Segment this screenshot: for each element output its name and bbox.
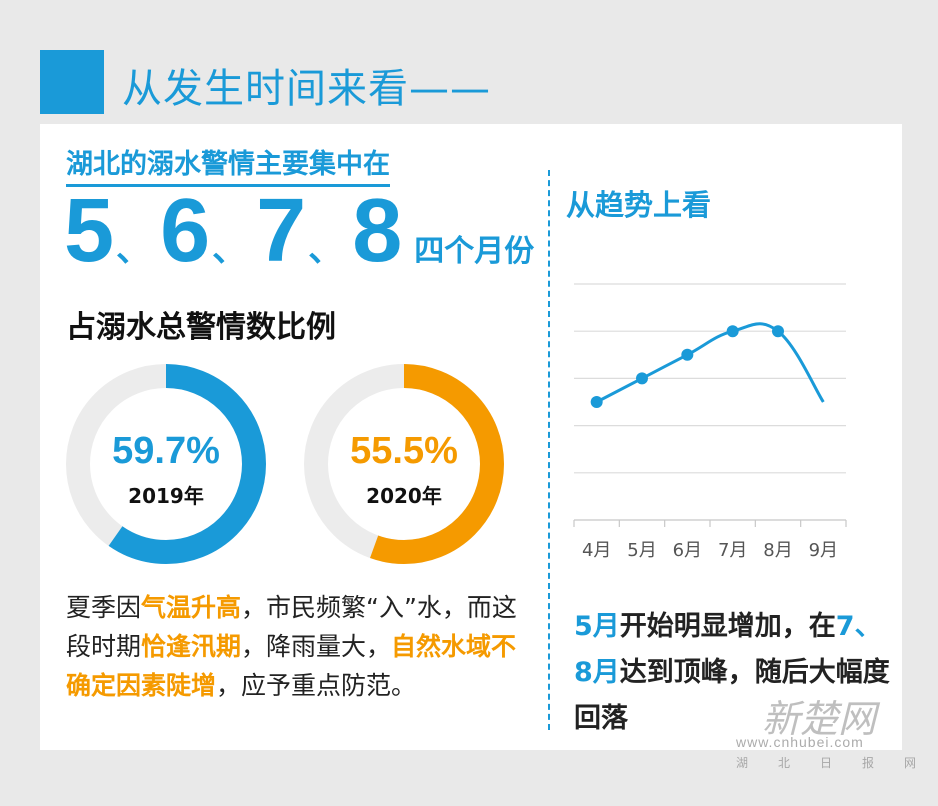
- trend-title: 从趋势上看: [566, 188, 712, 222]
- summary-highlight: 5月: [574, 611, 620, 642]
- donut-year: 2019年: [128, 484, 204, 508]
- desc-part: ，应予重点防范。: [216, 671, 417, 700]
- donut-2019: 59.7% 2019年: [64, 362, 268, 566]
- donut-2020: 55.5% 2020年: [302, 362, 506, 566]
- watermark-char: 湖: [736, 756, 749, 770]
- desc-part: 夏季因: [66, 593, 142, 622]
- ratio-title: 占溺水总警情数比例: [66, 310, 336, 345]
- data-point: [726, 325, 739, 338]
- column-divider: [548, 170, 550, 730]
- donut-year: 2020年: [366, 484, 442, 508]
- intro-heading: 湖北的溺水警情主要集中在: [66, 148, 390, 187]
- x-tick-label: 5月: [627, 540, 656, 561]
- trend-summary: 5月开始明显增加，在7、8月达到顶峰，随后大幅度回落: [574, 604, 894, 742]
- desc-part: ，市民频繁“入”水，而这段时期: [66, 593, 517, 661]
- watermark-char: 网: [903, 756, 916, 770]
- donut-value: 59.7%: [112, 430, 220, 472]
- page-title: 从发生时间来看——: [122, 66, 491, 112]
- description-text: 夏季因气温升高，市民频繁“入”水，而这段时期恰逢汛期，降雨量大，自然水域不确定因…: [66, 588, 536, 705]
- desc-highlight: 气温升高: [141, 593, 242, 622]
- content-card: [40, 124, 902, 750]
- donut-arc: [66, 364, 266, 564]
- donut-ring: [304, 364, 504, 564]
- month-separator: 、: [212, 231, 247, 269]
- month-number: 6: [160, 181, 211, 281]
- month-number: 7: [256, 181, 307, 281]
- watermark-char: 日: [819, 756, 832, 770]
- watermark-char: 报: [861, 756, 874, 770]
- trend-chart-svg: 4月 5月 6月 7月 8月 9月: [573, 283, 847, 561]
- month-number: 8: [352, 181, 403, 281]
- watermark-url: www.cnhubei.com: [736, 734, 864, 750]
- watermark-logo: 新楚网: [762, 697, 877, 741]
- desc-part: ，降雨量大，: [241, 632, 392, 661]
- header-square: [40, 50, 104, 114]
- trend-chart: 4月 5月 6月 7月 8月 9月: [566, 268, 866, 572]
- month-separator: 、: [116, 231, 151, 269]
- summary-highlight: 7、8月: [574, 611, 882, 688]
- donut-ring: [66, 364, 266, 564]
- data-point: [590, 396, 603, 408]
- summary-part: 开始明显增加，在: [619, 611, 836, 642]
- donut-value: 55.5%: [350, 430, 458, 472]
- donut-arc: [304, 364, 504, 564]
- months-row: 5 、 6 、 7 、 8 四个月份: [64, 186, 534, 286]
- summary-part: 达到顶峰，随后大幅度回落: [574, 657, 890, 734]
- month-separator: 、: [308, 231, 343, 269]
- data-point: [772, 325, 784, 338]
- x-tick-label: 9月: [809, 540, 838, 561]
- months-suffix: 四个月份: [414, 234, 535, 269]
- month-number: 5: [64, 181, 115, 281]
- series-line: [595, 322, 825, 404]
- desc-highlight: 自然水域不确定因素陡增: [66, 632, 517, 700]
- data-point: [636, 372, 648, 385]
- data-point: [681, 348, 694, 361]
- x-tick-label: 6月: [673, 540, 702, 561]
- desc-highlight: 恰逢汛期: [141, 632, 242, 661]
- watermark-subtitle: 湖 北 日 报 网: [736, 754, 916, 771]
- watermark-char: 北: [777, 756, 790, 770]
- x-tick-label: 4月: [582, 540, 611, 561]
- x-tick-label: 7月: [718, 540, 747, 561]
- x-tick-label: 8月: [763, 540, 792, 561]
